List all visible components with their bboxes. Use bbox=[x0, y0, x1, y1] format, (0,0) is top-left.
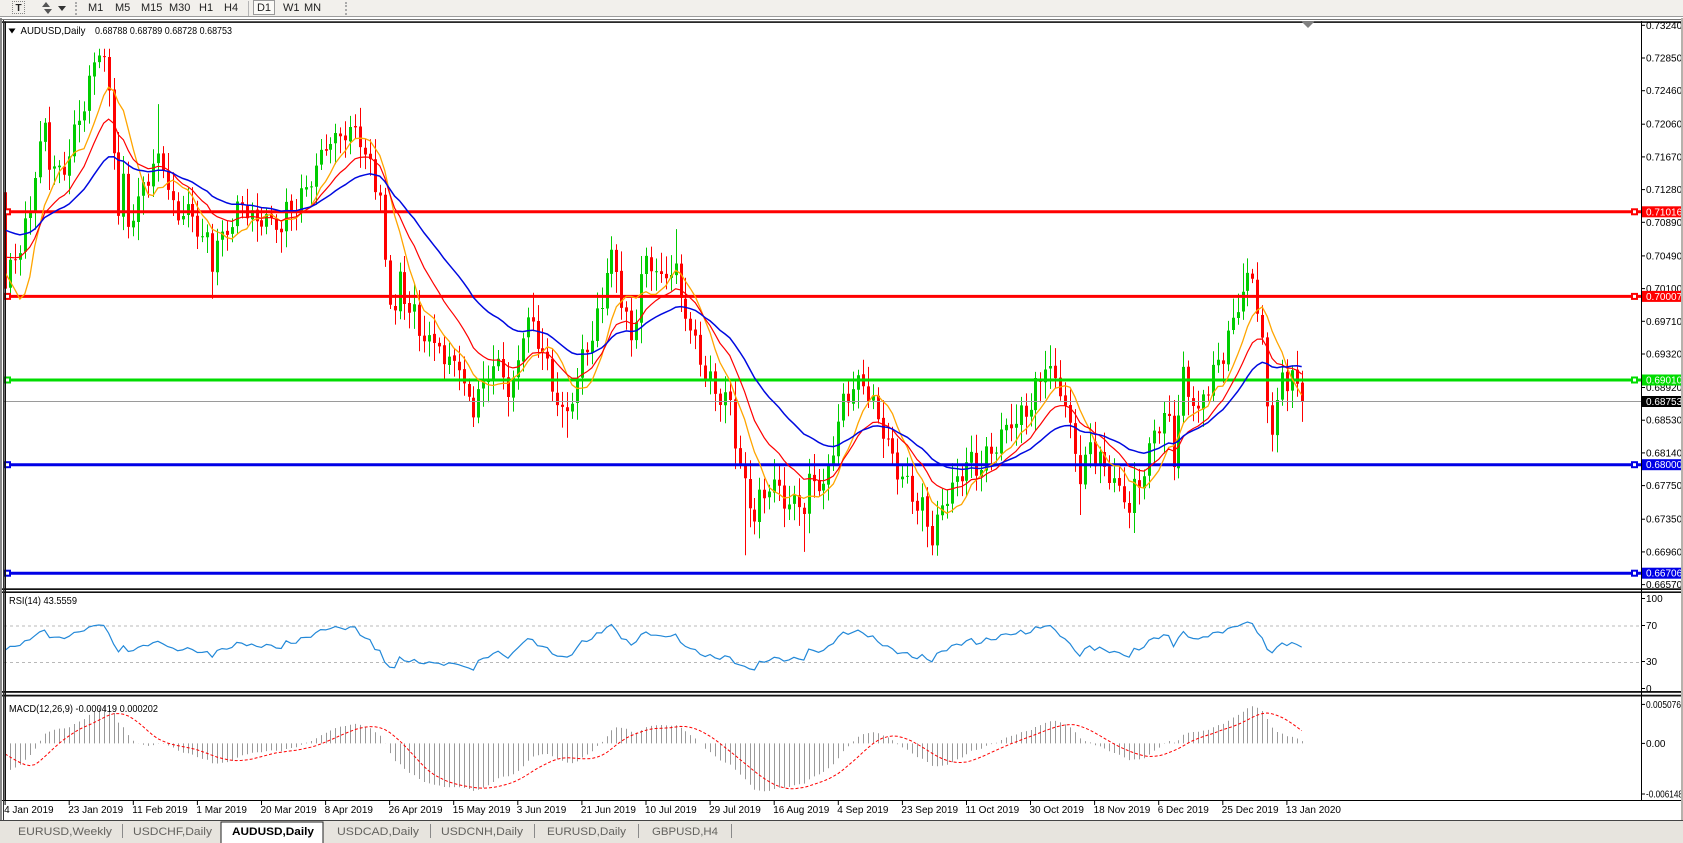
svg-text:100: 100 bbox=[1646, 594, 1663, 605]
svg-text:0.68000: 0.68000 bbox=[1646, 460, 1683, 471]
svg-text:0.71670: 0.71670 bbox=[1646, 152, 1683, 163]
svg-text:23 Sep 2019: 23 Sep 2019 bbox=[901, 805, 958, 816]
svg-text:0.70100: 0.70100 bbox=[1646, 284, 1683, 295]
svg-text:0: 0 bbox=[1646, 684, 1652, 695]
svg-text:RSI(14) 43.5559: RSI(14) 43.5559 bbox=[9, 595, 77, 607]
svg-text:0.73240: 0.73240 bbox=[1646, 21, 1683, 32]
svg-text:0.69710: 0.69710 bbox=[1646, 317, 1683, 328]
svg-text:0.71280: 0.71280 bbox=[1646, 185, 1683, 196]
svg-text:0.68920: 0.68920 bbox=[1646, 383, 1683, 394]
svg-text:0.66706: 0.66706 bbox=[1646, 569, 1683, 580]
svg-text:23 Jan 2019: 23 Jan 2019 bbox=[68, 805, 123, 816]
svg-text:GBPUSD,H4: GBPUSD,H4 bbox=[652, 826, 718, 838]
svg-text:0.70890: 0.70890 bbox=[1646, 218, 1683, 229]
svg-text:0.68788 0.68789 0.68728 0.6875: 0.68788 0.68789 0.68728 0.68753 bbox=[95, 25, 232, 37]
svg-text:29 Jul 2019: 29 Jul 2019 bbox=[709, 805, 761, 816]
svg-text:16 Aug 2019: 16 Aug 2019 bbox=[773, 805, 830, 816]
svg-text:0.00: 0.00 bbox=[1646, 739, 1666, 750]
svg-text:3 Jun 2019: 3 Jun 2019 bbox=[517, 805, 567, 816]
svg-text:0.72060: 0.72060 bbox=[1646, 120, 1683, 131]
svg-text:6 Dec 2019: 6 Dec 2019 bbox=[1158, 805, 1210, 816]
svg-text:0.70490: 0.70490 bbox=[1646, 251, 1683, 262]
svg-text:26 Apr 2019: 26 Apr 2019 bbox=[389, 805, 443, 816]
svg-text:70: 70 bbox=[1646, 621, 1658, 632]
svg-text:10 Jul 2019: 10 Jul 2019 bbox=[645, 805, 697, 816]
svg-text:EURUSD,Weekly: EURUSD,Weekly bbox=[18, 826, 113, 838]
svg-text:15 May 2019: 15 May 2019 bbox=[453, 805, 511, 816]
svg-text:4 Sep 2019: 4 Sep 2019 bbox=[837, 805, 889, 816]
svg-text:-0.006148: -0.006148 bbox=[1646, 790, 1683, 801]
svg-text:USDCHF,Daily: USDCHF,Daily bbox=[133, 826, 213, 838]
svg-text:0.69010: 0.69010 bbox=[1646, 376, 1683, 387]
svg-text:0.68753: 0.68753 bbox=[1646, 397, 1683, 408]
svg-text:11 Oct 2019: 11 Oct 2019 bbox=[966, 805, 1020, 816]
svg-text:AUDUSD,Daily: AUDUSD,Daily bbox=[232, 826, 315, 838]
svg-text:0.68530: 0.68530 bbox=[1646, 416, 1683, 427]
svg-text:0.72460: 0.72460 bbox=[1646, 86, 1683, 97]
svg-text:25 Dec 2019: 25 Dec 2019 bbox=[1222, 805, 1279, 816]
svg-text:0.69320: 0.69320 bbox=[1646, 350, 1683, 361]
svg-text:0.67750: 0.67750 bbox=[1646, 481, 1683, 492]
svg-text:MACD(12,26,9) -0.000419 0.0002: MACD(12,26,9) -0.000419 0.000202 bbox=[9, 703, 158, 715]
svg-text:13 Jan 2020: 13 Jan 2020 bbox=[1286, 805, 1341, 816]
svg-text:0.72850: 0.72850 bbox=[1646, 54, 1683, 65]
svg-text:0.68140: 0.68140 bbox=[1646, 448, 1683, 459]
svg-text:4 Jan 2019: 4 Jan 2019 bbox=[4, 805, 54, 816]
svg-text:20 Mar 2019: 20 Mar 2019 bbox=[261, 805, 318, 816]
svg-text:0.005076: 0.005076 bbox=[1646, 700, 1681, 711]
svg-text:0.66570: 0.66570 bbox=[1646, 580, 1683, 591]
svg-text:EURUSD,Daily: EURUSD,Daily bbox=[547, 826, 627, 838]
svg-text:0.70007: 0.70007 bbox=[1646, 292, 1683, 303]
svg-text:0.67350: 0.67350 bbox=[1646, 515, 1683, 526]
svg-text:1 Mar 2019: 1 Mar 2019 bbox=[196, 805, 247, 816]
svg-text:30: 30 bbox=[1646, 657, 1658, 668]
svg-text:8 Apr 2019: 8 Apr 2019 bbox=[325, 805, 374, 816]
svg-text:21 Jun 2019: 21 Jun 2019 bbox=[581, 805, 636, 816]
svg-text:30 Oct 2019: 30 Oct 2019 bbox=[1030, 805, 1085, 816]
svg-text:AUDUSD,Daily: AUDUSD,Daily bbox=[21, 25, 87, 37]
svg-text:11 Feb 2019: 11 Feb 2019 bbox=[132, 805, 188, 816]
svg-text:18 Nov 2019: 18 Nov 2019 bbox=[1094, 805, 1151, 816]
svg-text:0.66960: 0.66960 bbox=[1646, 547, 1683, 558]
svg-text:USDCNH,Daily: USDCNH,Daily bbox=[441, 826, 524, 838]
svg-text:0.71016: 0.71016 bbox=[1646, 207, 1683, 218]
svg-text:USDCAD,Daily: USDCAD,Daily bbox=[337, 826, 420, 838]
